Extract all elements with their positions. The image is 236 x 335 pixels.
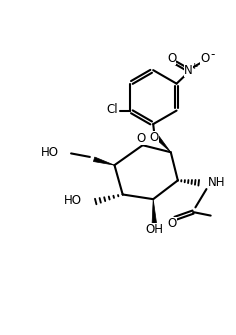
Text: HO: HO xyxy=(41,146,59,159)
Text: -: - xyxy=(211,48,215,61)
Text: OH: OH xyxy=(145,223,163,236)
Text: O: O xyxy=(150,131,159,143)
Polygon shape xyxy=(152,132,171,152)
Text: O: O xyxy=(167,217,177,230)
Text: +: + xyxy=(190,62,197,71)
Polygon shape xyxy=(152,199,157,225)
Text: NH: NH xyxy=(208,176,225,189)
Text: Cl: Cl xyxy=(106,103,118,116)
Polygon shape xyxy=(93,157,114,165)
Text: O: O xyxy=(200,53,209,65)
Text: HO: HO xyxy=(64,194,82,207)
Text: O: O xyxy=(137,132,146,145)
Text: O: O xyxy=(167,52,177,65)
Text: N: N xyxy=(184,64,193,77)
